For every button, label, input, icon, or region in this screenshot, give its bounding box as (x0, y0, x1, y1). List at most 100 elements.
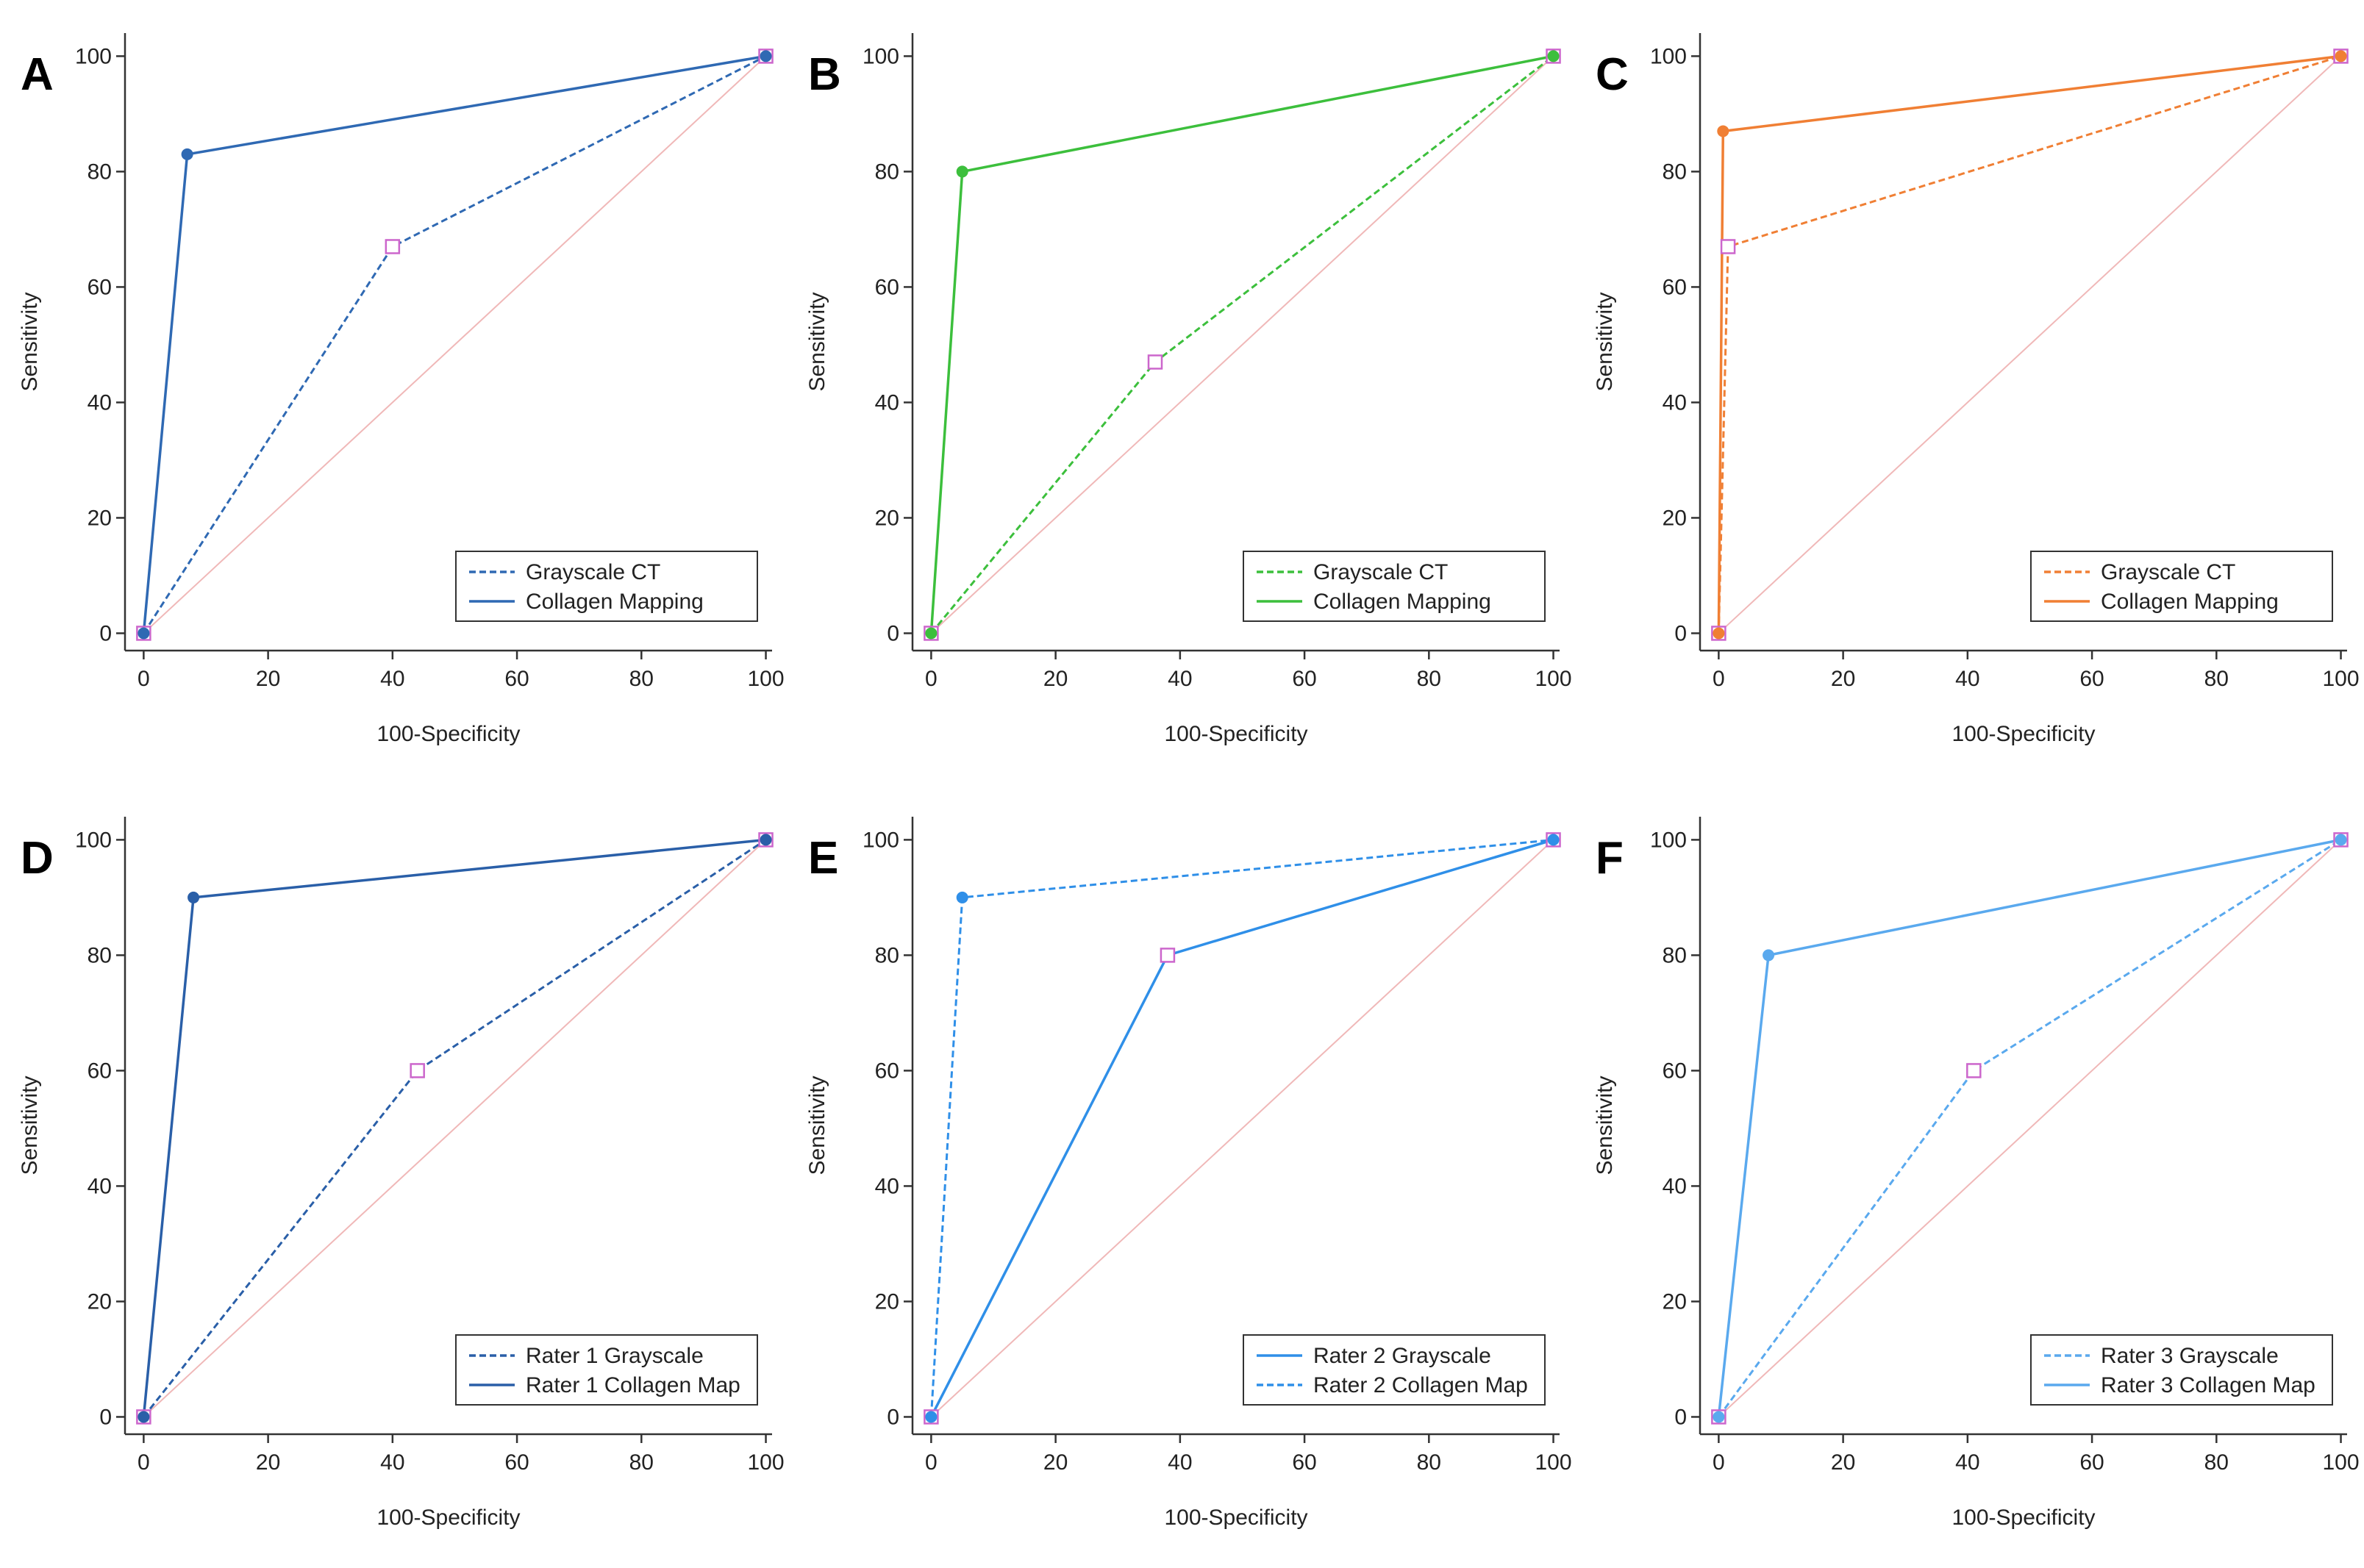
x-tick-label: 40 (1168, 667, 1192, 691)
panel: 0 20 40 60 80 100 0 20 40 60 80 100 100-Specificity S… (1593, 33, 2360, 746)
y-tick-label: 40 (88, 1174, 112, 1198)
y-axis-label: Sensitivity (805, 292, 829, 391)
y-tick-label: 0 (99, 621, 112, 645)
y-tick-label: 40 (1663, 390, 1687, 415)
panel-letter: C (1596, 49, 1629, 100)
x-tick-label: 0 (1713, 667, 1725, 691)
x-tick-label: 20 (1831, 1450, 1855, 1475)
x-tick-label: 80 (1417, 1450, 1441, 1475)
panel: 0 20 40 60 80 100 0 20 40 60 80 100 100-Specificity S… (805, 817, 1572, 1530)
panel-letter: D (21, 833, 54, 884)
panel-letter: A (21, 49, 54, 100)
y-tick-label: 80 (88, 160, 112, 184)
panel: 0 20 40 60 80 100 0 20 40 60 80 100 100-Specificity S… (18, 33, 785, 746)
legend-box (1243, 551, 1546, 622)
y-tick-label: 20 (1663, 1289, 1687, 1314)
x-tick-label: 80 (2204, 1450, 2229, 1475)
panel: 0 20 40 60 80 100 0 20 40 60 80 100 100-Specificity S… (18, 817, 785, 1530)
legend-box (1243, 1334, 1546, 1406)
y-axis-label: Sensitivity (1593, 292, 1617, 391)
legend-box (2030, 1334, 2333, 1406)
x-tick-label: 0 (138, 1450, 150, 1475)
y-axis-label: Sensitivity (18, 292, 42, 391)
x-tick-label: 80 (2204, 667, 2229, 691)
y-tick-label: 0 (887, 1405, 899, 1429)
point-marker (1160, 948, 1176, 963)
legend-label: Rater 3 Collagen Map (2101, 1373, 2315, 1397)
point-marker (1713, 1411, 1725, 1423)
x-axis-label: 100-Specificity (1164, 722, 1307, 746)
y-tick-label: 40 (1663, 1174, 1687, 1198)
x-tick-label: 40 (1168, 1450, 1192, 1475)
legend-label: Rater 2 Grayscale (1313, 1344, 1491, 1368)
x-axis-label: 100-Specificity (376, 722, 520, 746)
y-tick-label: 60 (875, 1059, 899, 1083)
y-tick-label: 0 (1674, 621, 1687, 645)
legend-label: Rater 1 Collagen Map (526, 1373, 740, 1397)
x-tick-label: 80 (629, 1450, 654, 1475)
y-tick-label: 60 (1663, 1059, 1687, 1083)
y-tick-label: 60 (1663, 275, 1687, 299)
point-marker (1720, 239, 1736, 254)
point-marker (2335, 834, 2347, 846)
panel: 0 20 40 60 80 100 0 20 40 60 80 100 100-Specificity S… (805, 33, 1572, 746)
legend-label: Grayscale CT (1313, 560, 1448, 584)
x-tick-label: 0 (1713, 1450, 1725, 1475)
point-marker (956, 891, 968, 903)
y-tick-label: 100 (75, 828, 112, 852)
y-tick-label: 20 (1663, 506, 1687, 530)
point-marker (925, 627, 938, 640)
y-tick-label: 80 (1663, 160, 1687, 184)
point-marker (1547, 834, 1560, 846)
point-marker (1763, 949, 1775, 962)
point-marker (1547, 50, 1560, 62)
legend-label: Collagen Mapping (1313, 590, 1491, 614)
y-tick-label: 80 (875, 943, 899, 967)
point-marker (138, 1411, 150, 1423)
x-axis-label: 100-Specificity (1164, 1506, 1307, 1530)
legend-box (455, 551, 758, 622)
y-tick-label: 100 (863, 44, 899, 68)
reference-line (930, 55, 1554, 634)
panel-letter: F (1596, 833, 1624, 884)
x-axis-label: 100-Specificity (1951, 1506, 2095, 1530)
x-tick-label: 60 (504, 667, 529, 691)
x-tick-label: 20 (1043, 1450, 1068, 1475)
x-tick-label: 100 (748, 1450, 785, 1475)
x-tick-label: 60 (2079, 1450, 2104, 1475)
x-tick-label: 60 (504, 1450, 529, 1475)
y-tick-label: 100 (75, 44, 112, 68)
point-marker (385, 239, 401, 254)
y-tick-label: 80 (88, 943, 112, 967)
reference-line (1718, 55, 2342, 634)
legend-label: Rater 3 Grayscale (2101, 1344, 2279, 1368)
y-tick-label: 20 (875, 1289, 899, 1314)
y-tick-label: 0 (99, 1405, 112, 1429)
x-axis-label: 100-Specificity (376, 1506, 520, 1530)
x-tick-label: 100 (1535, 667, 1572, 691)
y-tick-label: 40 (875, 1174, 899, 1198)
x-tick-label: 0 (138, 667, 150, 691)
legend-box (455, 1334, 758, 1406)
y-tick-label: 80 (1663, 943, 1687, 967)
x-tick-label: 60 (2079, 667, 2104, 691)
point-marker (925, 1411, 938, 1423)
x-tick-label: 20 (1831, 667, 1855, 691)
y-tick-label: 0 (1674, 1405, 1687, 1429)
x-tick-label: 80 (629, 667, 654, 691)
y-axis-label: Sensitivity (18, 1075, 42, 1175)
y-axis-label: Sensitivity (1593, 1075, 1617, 1175)
point-marker (410, 1063, 425, 1078)
legend-label: Grayscale CT (526, 560, 660, 584)
point-marker (1713, 627, 1725, 640)
legend-box (2030, 551, 2333, 622)
point-marker (2335, 50, 2347, 62)
x-tick-label: 80 (1417, 667, 1441, 691)
legend-label: Rater 1 Grayscale (526, 1344, 704, 1368)
x-tick-label: 40 (380, 667, 404, 691)
reference-line (143, 55, 767, 634)
y-tick-label: 100 (1650, 828, 1687, 852)
x-tick-label: 100 (748, 667, 785, 691)
reference-line (1718, 839, 2342, 1418)
